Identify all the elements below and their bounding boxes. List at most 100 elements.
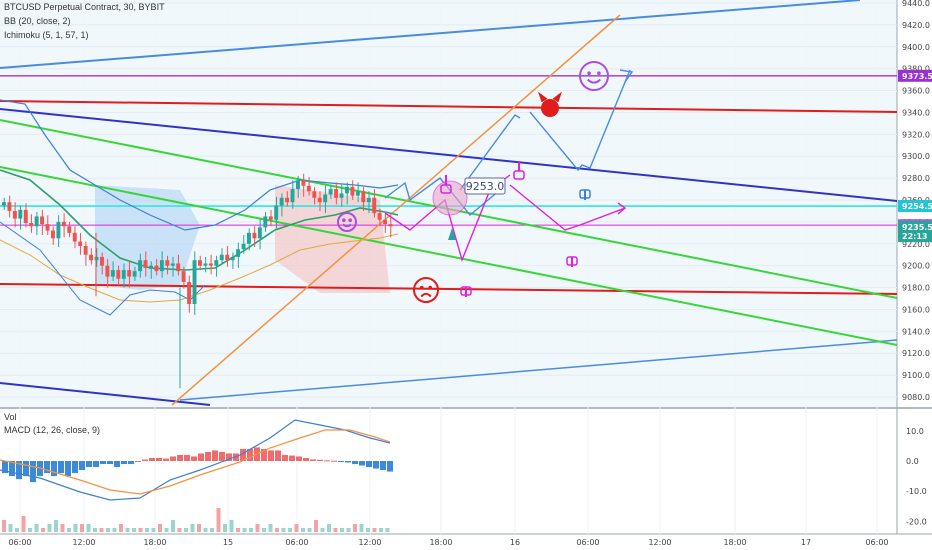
candle-body[interactable] [236, 249, 241, 257]
forecast-arrows[interactable]: 9253.0 [384, 69, 634, 263]
candle-body[interactable] [203, 263, 208, 266]
candle-body[interactable] [198, 260, 202, 266]
candle-body[interactable] [2, 202, 6, 206]
candle-body[interactable] [372, 197, 377, 214]
legend-macd[interactable]: MACD (12, 26, close, 9) [4, 425, 101, 435]
candle-body[interactable] [290, 189, 295, 203]
candle-body[interactable] [257, 227, 262, 239]
candle-body[interactable] [301, 180, 306, 186]
candle-body[interactable] [334, 189, 339, 198]
magenta-path-arrow-2[interactable] [509, 184, 627, 231]
red-upper-line[interactable] [0, 100, 898, 113]
candle-body[interactable] [61, 221, 66, 227]
candle-body[interactable] [143, 260, 148, 268]
candle-body[interactable] [339, 193, 344, 198]
candle-body[interactable] [89, 254, 94, 261]
candle-body[interactable] [230, 256, 235, 261]
candle-body[interactable] [51, 230, 55, 239]
candle-body[interactable] [383, 219, 388, 225]
candle-body[interactable] [94, 256, 99, 261]
candle-body[interactable] [23, 209, 28, 223]
candle-body[interactable] [214, 260, 219, 266]
candle-body[interactable] [67, 226, 72, 233]
candle-body[interactable] [263, 216, 268, 228]
legend-ichimoku[interactable]: Ichimoku (5, 1, 57, 1) [4, 30, 89, 40]
candle-body[interactable] [219, 254, 224, 261]
blue-arrow-head[interactable] [619, 69, 634, 83]
candle-body[interactable] [83, 245, 88, 255]
candle-body[interactable] [187, 282, 192, 304]
legend-symbol[interactable]: BTCUSD Perpetual Contract, 30, BYBIT [4, 2, 165, 12]
candle-body[interactable] [56, 221, 61, 239]
candle-body[interactable] [361, 191, 366, 203]
candle-body[interactable] [127, 270, 132, 277]
indicator-pane[interactable] [0, 409, 897, 534]
blue-upper-trendline[interactable] [0, 0, 861, 69]
candle-body[interactable] [247, 232, 251, 244]
green-lower-line[interactable] [0, 166, 898, 346]
candle-body[interactable] [18, 209, 23, 219]
price-badge[interactable] [898, 69, 932, 82]
emoji-drawings[interactable] [337, 61, 609, 303]
candle-body[interactable] [312, 191, 317, 198]
candle-body[interactable] [40, 216, 45, 225]
candle-body[interactable] [323, 194, 328, 203]
candle-body[interactable] [208, 263, 213, 266]
blue-path-arrow-2[interactable] [459, 114, 521, 191]
candle-body[interactable] [377, 213, 382, 220]
candle-body[interactable] [78, 241, 83, 246]
candle-body[interactable] [12, 210, 17, 219]
candle-body[interactable] [29, 222, 34, 227]
candle-body[interactable] [350, 186, 355, 196]
candle-body[interactable] [72, 232, 77, 242]
blue-path-arrow-1[interactable] [384, 177, 501, 216]
candle-body[interactable] [252, 232, 257, 239]
candle-body[interactable] [345, 186, 349, 194]
candle-body[interactable] [176, 263, 181, 272]
orange-support-line[interactable] [171, 14, 621, 406]
candle-body[interactable] [355, 191, 360, 196]
candle-body[interactable] [45, 224, 50, 231]
candle-body[interactable] [105, 265, 110, 277]
candle-body[interactable] [279, 197, 284, 206]
candle-body[interactable] [306, 185, 311, 192]
candle-body[interactable] [192, 260, 197, 304]
candle-body[interactable] [225, 254, 230, 261]
price-callout-box[interactable] [464, 177, 506, 195]
candle-body[interactable] [138, 260, 143, 272]
up-arrow-icon[interactable] [448, 228, 456, 240]
candle-body[interactable] [34, 216, 39, 227]
legend-vol[interactable]: Vol [4, 412, 17, 422]
drawing-lines[interactable] [0, 0, 898, 406]
candle-body[interactable] [116, 270, 121, 279]
candle-body[interactable] [132, 271, 137, 277]
candle-body[interactable] [328, 189, 333, 195]
legend-bb[interactable]: BB (20, close, 2) [4, 16, 71, 26]
red-lower-line[interactable] [0, 283, 898, 295]
small-smiley-icon[interactable] [337, 212, 357, 232]
candle-body[interactable] [274, 205, 279, 220]
price-badge[interactable] [898, 230, 932, 243]
price-badge[interactable] [898, 220, 932, 233]
candle-body[interactable] [268, 216, 273, 220]
navy-channel-line[interactable] [0, 108, 898, 202]
candle-body[interactable] [121, 270, 126, 279]
blue-lower-trendline[interactable] [179, 339, 898, 401]
candle-body[interactable] [165, 260, 170, 266]
candle-body[interactable] [296, 180, 300, 190]
candles[interactable] [2, 173, 393, 389]
candle-body[interactable] [170, 263, 175, 266]
candle-body[interactable] [181, 271, 186, 283]
candle-body[interactable] [7, 202, 12, 211]
frown-face-icon[interactable] [413, 277, 439, 303]
candle-body[interactable] [366, 197, 371, 203]
candle-body[interactable] [159, 260, 164, 272]
navy-bottom-line[interactable] [0, 382, 211, 406]
candle-body[interactable] [285, 197, 290, 203]
candle-body[interactable] [241, 243, 246, 250]
smiley-face-icon[interactable] [579, 61, 609, 91]
devil-icon[interactable] [541, 99, 559, 117]
candle-body[interactable] [100, 256, 104, 266]
price-badge[interactable] [898, 200, 932, 213]
